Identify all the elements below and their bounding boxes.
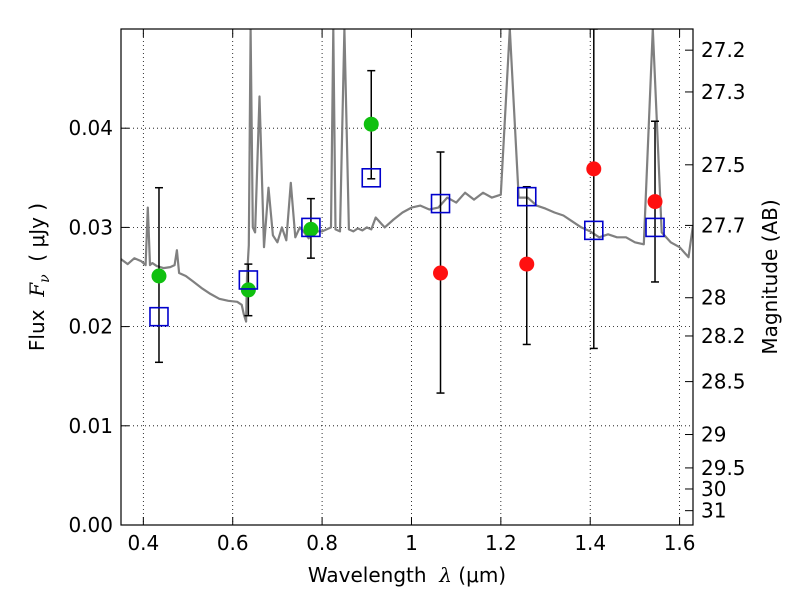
y-tick-label: 0.01 [68, 414, 113, 438]
detection-point [303, 221, 319, 237]
right-tick-label: 27.5 [701, 153, 746, 177]
model-point [516, 186, 537, 207]
model-point [149, 306, 169, 327]
model-point [583, 220, 604, 241]
x-tick-label: 0.6 [217, 531, 249, 555]
right-tick-label: 28.5 [701, 370, 746, 394]
right-tick-label: 27.2 [701, 38, 746, 62]
model-point [645, 217, 665, 238]
right-axis-title: Magnitude (AB) [758, 199, 782, 354]
plot-area [121, 29, 693, 394]
detection-point [363, 116, 379, 132]
grid [121, 29, 693, 526]
plot-frame [120, 28, 694, 526]
detection-point [151, 268, 167, 284]
y-tick-label: 0.03 [68, 215, 113, 239]
x-tick-label: 0.8 [306, 531, 338, 555]
right-tick-label: 29.5 [701, 456, 746, 480]
right-tick-label: 30 [701, 477, 726, 501]
x-tick-label: 0.4 [127, 531, 159, 555]
right-tick-label: 27.3 [701, 80, 746, 104]
model-point [361, 168, 382, 188]
y-tick-label: 0.00 [68, 513, 113, 537]
spectrum-line [121, 29, 693, 323]
right-tick-label: 28.2 [701, 324, 746, 348]
non_detection-point [586, 161, 602, 177]
axes: 0.4 0.6 0.8 1 1.2 1.4 1.6 0.00 0.01 0.02 0.03 0.04 2… [68, 28, 746, 555]
x-tick-label: 1.4 [574, 531, 606, 555]
y-axis-title: Flux Fν ( μJy ) [25, 203, 53, 351]
right-tick-label: 28 [701, 286, 726, 310]
detection-point [240, 282, 256, 298]
x-axis-title: Wavelength λ (μm) [308, 563, 506, 587]
x-tick-label: 1 [405, 531, 418, 555]
model-point [301, 217, 321, 238]
y-tick-label: 0.02 [68, 315, 113, 339]
right-tick-label: 31 [701, 499, 726, 523]
model-point [430, 193, 451, 214]
non_detection-point [433, 265, 449, 281]
model-point [238, 270, 259, 290]
x-tick-label: 1.6 [664, 531, 696, 555]
right-tick-label: 29 [701, 423, 726, 447]
x-tick-label: 1.2 [485, 531, 517, 555]
y-tick-label: 0.04 [68, 116, 113, 140]
non_detection-point [647, 194, 663, 210]
right-tick-label: 27.7 [701, 213, 746, 237]
non_detection-point [519, 256, 535, 272]
